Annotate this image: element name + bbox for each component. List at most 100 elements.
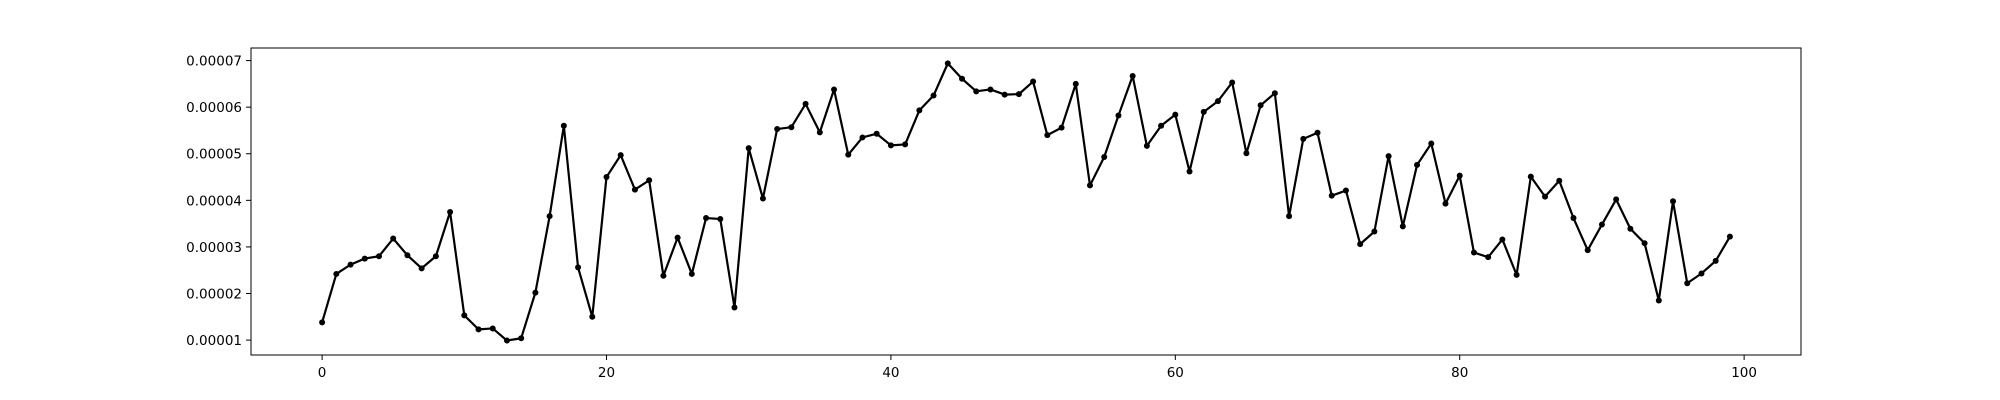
- x-tick-label: 100: [1731, 365, 1757, 381]
- data-point: [575, 264, 582, 271]
- data-point: [916, 107, 923, 114]
- data-point: [703, 215, 710, 222]
- data-point: [987, 86, 994, 93]
- data-point: [1129, 72, 1136, 79]
- data-point: [361, 255, 368, 262]
- data-point: [1143, 142, 1150, 149]
- data-point: [1470, 249, 1477, 256]
- y-tick-label: 0.00006: [186, 100, 242, 116]
- data-point: [1428, 140, 1435, 147]
- y-tick-label: 0.00003: [186, 240, 242, 256]
- data-point: [532, 289, 539, 296]
- data-point: [1584, 247, 1591, 254]
- data-point: [546, 213, 553, 220]
- y-tick-label: 0.00001: [186, 333, 242, 349]
- data-point: [1058, 124, 1065, 131]
- data-point: [1456, 172, 1463, 179]
- x-tick-label: 60: [1167, 365, 1184, 381]
- data-point: [404, 252, 411, 259]
- data-point: [688, 270, 695, 277]
- y-tick-label: 0.00004: [186, 193, 242, 209]
- data-point: [1086, 182, 1093, 189]
- data-point: [475, 326, 482, 333]
- data-point: [1044, 132, 1051, 139]
- data-point: [1015, 91, 1022, 98]
- data-point: [1115, 112, 1122, 119]
- data-point: [461, 312, 468, 319]
- data-point: [1286, 213, 1293, 220]
- data-point: [1712, 257, 1719, 264]
- data-point: [432, 253, 439, 260]
- y-tick-label: 0.00002: [186, 287, 242, 303]
- data-point: [887, 142, 894, 149]
- data-point: [745, 145, 752, 152]
- data-point: [560, 122, 567, 129]
- data-point: [959, 75, 966, 82]
- data-point: [1158, 122, 1165, 129]
- data-point: [1271, 90, 1278, 97]
- data-point: [1072, 80, 1079, 87]
- data-point: [1101, 154, 1108, 161]
- data-point: [873, 130, 880, 137]
- data-point: [1598, 221, 1605, 228]
- data-point: [1001, 91, 1008, 98]
- data-point: [1371, 228, 1378, 235]
- data-point: [1385, 153, 1392, 160]
- data-point: [589, 313, 596, 320]
- data-point: [1527, 173, 1534, 180]
- y-tick-label: 0.00005: [186, 147, 242, 163]
- data-point: [1186, 168, 1193, 175]
- data-point: [631, 186, 638, 193]
- data-point: [1499, 236, 1506, 243]
- y-tick-label: 0.00007: [186, 54, 242, 70]
- plot-frame: [250, 47, 1802, 356]
- data-point: [447, 208, 454, 215]
- data-point: [674, 234, 681, 241]
- data-point: [603, 174, 610, 181]
- data-point: [1613, 196, 1620, 203]
- data-point: [1399, 223, 1406, 230]
- data-point: [1570, 215, 1577, 222]
- data-point: [1655, 297, 1662, 304]
- data-point: [859, 134, 866, 141]
- data-point: [816, 129, 823, 136]
- series-layer: [319, 60, 1733, 344]
- data-point: [1556, 177, 1563, 184]
- data-point: [1485, 254, 1492, 261]
- x-tick-label: 80: [1451, 365, 1468, 381]
- data-point: [1214, 98, 1221, 105]
- data-point: [930, 92, 937, 99]
- series-line: [321, 62, 1731, 342]
- plot-background: [251, 48, 1801, 355]
- data-point: [1314, 129, 1321, 136]
- data-point: [1243, 150, 1250, 157]
- data-point: [319, 319, 326, 326]
- data-point: [1200, 108, 1207, 115]
- data-point: [489, 325, 496, 332]
- data-point: [518, 335, 525, 342]
- y-axis: 0.00001 0.00002 0.00003 0.00004 0.00005 0.000…: [186, 54, 251, 349]
- data-point: [503, 337, 510, 344]
- data-point: [418, 265, 425, 272]
- data-point: [1726, 233, 1733, 240]
- data-point: [375, 253, 382, 260]
- data-point: [1030, 78, 1037, 85]
- data-point: [788, 124, 795, 131]
- data-point: [1698, 270, 1705, 277]
- data-point: [390, 235, 397, 242]
- data-point: [1328, 192, 1335, 199]
- data-point: [1442, 200, 1449, 207]
- data-point: [1684, 280, 1691, 287]
- data-point: [759, 195, 766, 202]
- data-point: [1357, 241, 1364, 248]
- data-point: [1542, 193, 1549, 200]
- data-point: [1670, 198, 1677, 205]
- data-point: [831, 86, 838, 93]
- data-point: [1229, 79, 1236, 86]
- data-point: [774, 126, 781, 133]
- data-point: [660, 272, 667, 279]
- data-point: [1342, 187, 1349, 194]
- data-point: [1513, 271, 1520, 278]
- data-point: [333, 270, 340, 277]
